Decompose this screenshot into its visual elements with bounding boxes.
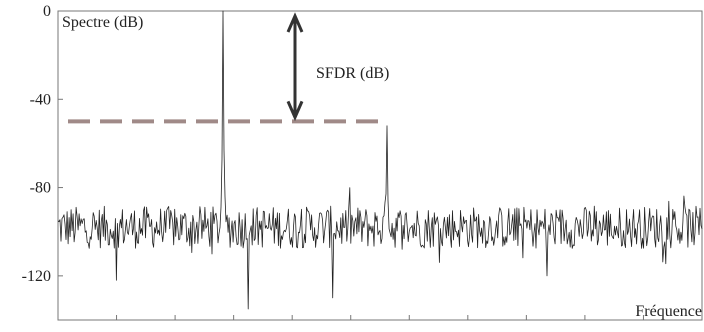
x-axis-label: Fréquence: [635, 303, 702, 320]
sfdr-label: SFDR (dB): [316, 65, 389, 82]
y-tick-label: -120: [22, 268, 51, 285]
y-axis-label: Spectre (dB): [62, 14, 143, 31]
x-axis: [116, 315, 644, 320]
y-tick-label: 0: [43, 3, 51, 20]
spectrum-series-line: [57, 10, 703, 310]
sfdr-arrow: [286, 12, 304, 122]
y-axis: 0 -40 -80 -120: [22, 3, 63, 285]
y-tick-label: -80: [30, 180, 51, 197]
y-tick-label: -40: [30, 91, 51, 108]
plot-frame: [57, 10, 703, 321]
